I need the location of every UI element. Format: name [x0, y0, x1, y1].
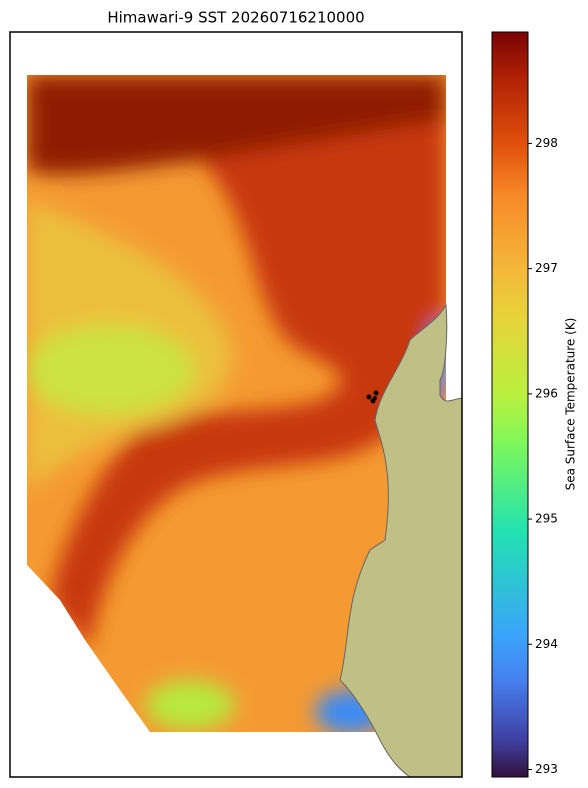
map: [27, 75, 462, 777]
colorbar-tick-label: 294: [535, 637, 558, 651]
colorbar-tick-label: 296: [535, 386, 558, 400]
colorbar: [491, 31, 529, 778]
map-title: Himawari-9 SST 20260716210000: [107, 9, 364, 27]
colorbar-tick-label: 293: [535, 762, 558, 776]
colorbar-label: Sea Surface Temperature (K): [564, 318, 578, 491]
map-frame: [9, 31, 463, 778]
markers: [366, 390, 379, 404]
colorbar-tick-label: 295: [535, 512, 558, 526]
colorbar-tick-label: 297: [535, 261, 558, 275]
sst-field: [27, 75, 446, 732]
colorbar-tick-label: 298: [535, 136, 558, 150]
land: [339, 303, 462, 777]
